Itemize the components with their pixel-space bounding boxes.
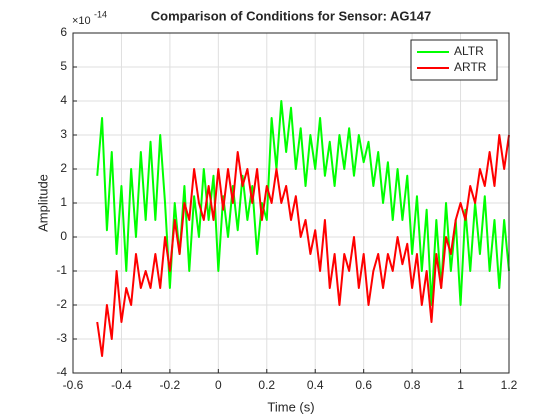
x-tick-label: 0.4 (307, 378, 324, 392)
chart-title: Comparison of Conditions for Sensor: AG1… (151, 8, 431, 23)
y-tick-label: -2 (56, 297, 67, 311)
x-axis-label: Time (s) (267, 399, 314, 414)
x-tick-label: 1.2 (501, 378, 518, 392)
x-tick-label: -0.6 (63, 378, 84, 392)
y-axis-label: Amplitude (35, 174, 50, 232)
x-tick-label: 0.2 (258, 378, 275, 392)
y-tick-label: 5 (60, 59, 67, 73)
y-tick-label: -1 (56, 263, 67, 277)
x-tick-label: -0.2 (160, 378, 181, 392)
legend-box (410, 39, 498, 81)
legend-label: ARTR (454, 60, 487, 74)
legend-label: ALTR (454, 44, 484, 58)
y-tick-label: 0 (60, 229, 67, 243)
y-exponent-base: ×10 (72, 15, 91, 27)
y-tick-label: 2 (60, 161, 67, 175)
y-tick-label: 6 (60, 25, 67, 39)
y-exponent-power: -14 (94, 9, 107, 19)
series-line (96, 134, 510, 357)
x-tick-label: 0.6 (355, 378, 372, 392)
y-tick-label: 1 (60, 195, 67, 209)
x-tick-label: -0.4 (111, 378, 132, 392)
y-tick-label: 3 (60, 127, 67, 141)
axes-box (72, 32, 510, 374)
x-tick-label: 0 (215, 378, 222, 392)
x-tick-label: 0.8 (404, 378, 421, 392)
y-tick-label: 4 (60, 93, 67, 107)
x-tick-label: 1 (457, 378, 464, 392)
y-tick-label: -4 (56, 365, 67, 379)
y-tick-label: -3 (56, 331, 67, 345)
